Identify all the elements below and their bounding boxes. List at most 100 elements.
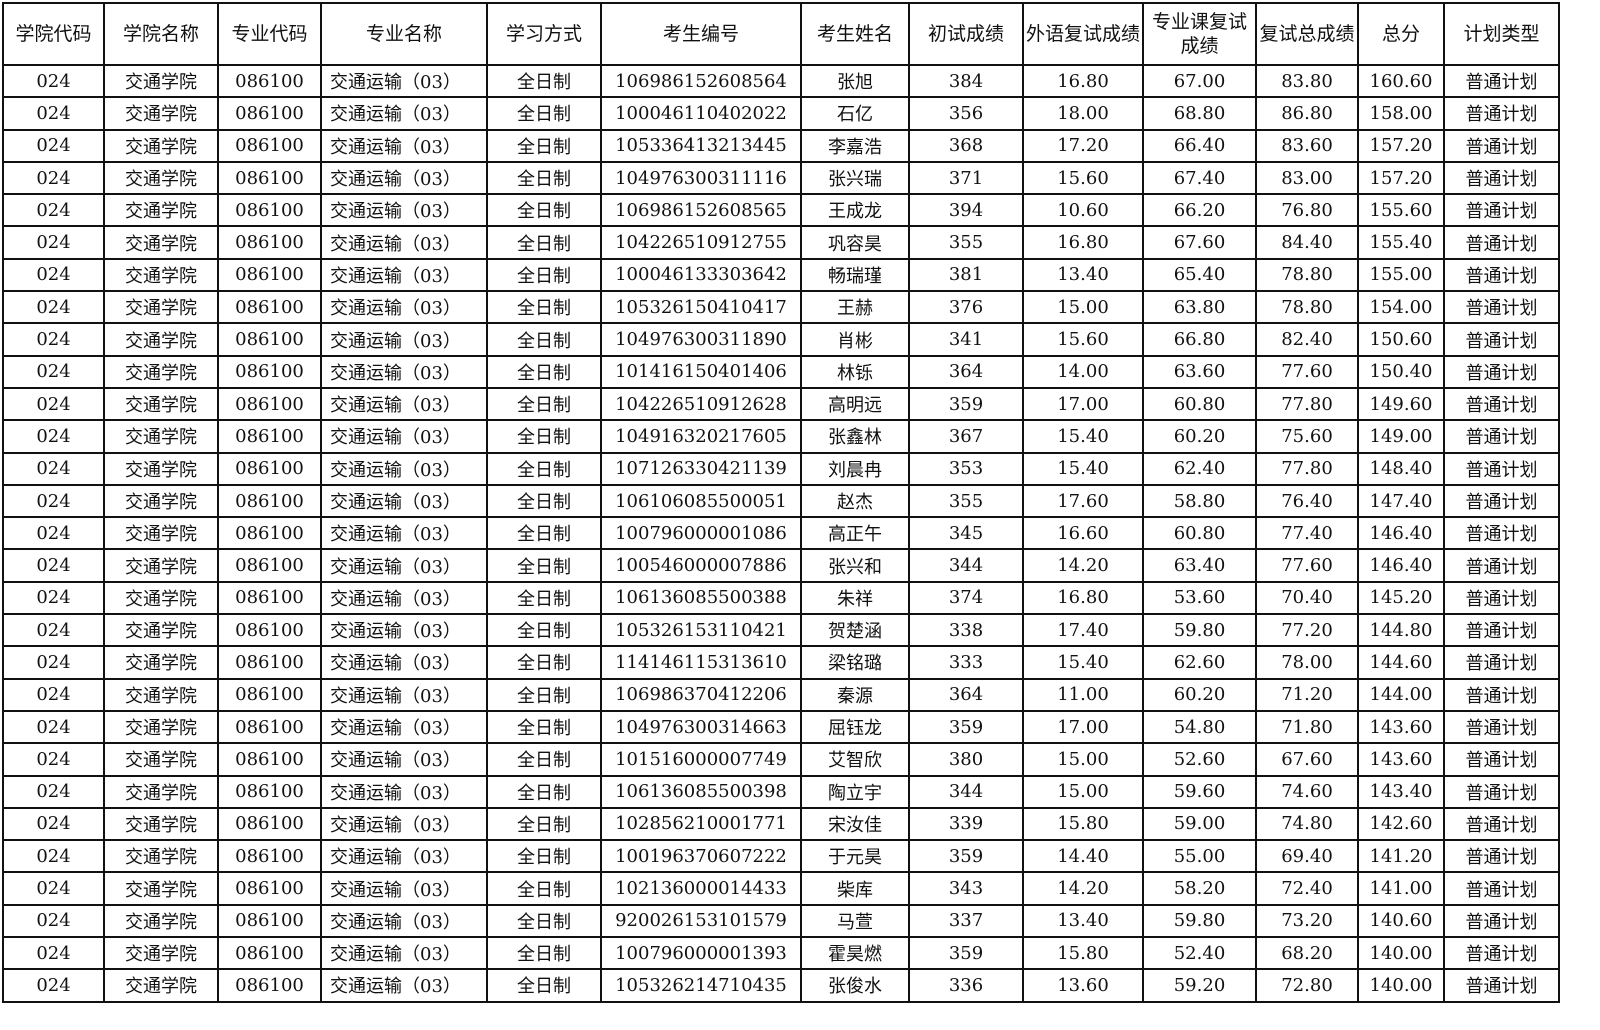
cell-major-retest-score: 62.40 xyxy=(1142,451,1257,486)
cell-study-mode: 全日制 xyxy=(486,871,602,906)
cell-major-name: 交通运输（03） xyxy=(320,613,488,648)
cell-major-name: 交通运输（03） xyxy=(320,96,488,131)
cell-total-score: 142.60 xyxy=(1357,806,1445,842)
cell-foreign-language-retest-score: 15.60 xyxy=(1022,322,1144,357)
cell-major-retest-score: 68.80 xyxy=(1142,96,1257,131)
cell-college-name: 交通学院 xyxy=(103,645,219,680)
cell-major-name: 交通运输（03） xyxy=(320,903,488,939)
cell-major-code: 086100 xyxy=(217,128,322,163)
header-candidate-name: 考生姓名 xyxy=(800,2,910,66)
cell-candidate-name: 张兴瑞 xyxy=(800,160,910,196)
table-row: 024 交通学院 086100 交通运输（03） 全日制 100196370607222 于… xyxy=(2,839,1560,874)
cell-college-code: 024 xyxy=(2,160,105,196)
cell-major-code: 086100 xyxy=(217,742,322,777)
cell-study-mode: 全日制 xyxy=(486,419,602,454)
cell-foreign-language-retest-score: 15.00 xyxy=(1022,774,1144,809)
cell-major-code: 086100 xyxy=(217,96,322,131)
table-row: 024 交通学院 086100 交通运输（03） 全日制 104226510912755 巩… xyxy=(2,225,1560,260)
cell-total-score: 149.60 xyxy=(1357,386,1445,422)
cell-major-code: 086100 xyxy=(217,645,322,680)
cell-college-code: 024 xyxy=(2,742,105,777)
cell-college-name: 交通学院 xyxy=(103,677,219,712)
cell-total-score: 160.60 xyxy=(1357,63,1445,99)
cell-major-code: 086100 xyxy=(217,386,322,422)
cell-plan-type: 普通计划 xyxy=(1443,483,1560,519)
table-row: 024 交通学院 086100 交通运输（03） 全日制 100796000001393 霍… xyxy=(2,936,1560,971)
table-row: 024 交通学院 086100 交通运输（03） 全日制 100546000007886 张… xyxy=(2,548,1560,583)
table-row: 024 交通学院 086100 交通运输（03） 全日制 105326150410417 王… xyxy=(2,290,1560,325)
cell-plan-type: 普通计划 xyxy=(1443,839,1560,874)
cell-plan-type: 普通计划 xyxy=(1443,871,1560,906)
cell-total-score: 148.40 xyxy=(1357,451,1445,486)
cell-major-retest-score: 62.60 xyxy=(1142,645,1257,680)
cell-plan-type: 普通计划 xyxy=(1443,257,1560,293)
cell-major-code: 086100 xyxy=(217,613,322,648)
cell-college-code: 024 xyxy=(2,419,105,454)
cell-total-score: 140.00 xyxy=(1357,936,1445,971)
cell-retest-total-score: 83.80 xyxy=(1255,63,1359,99)
cell-foreign-language-retest-score: 14.00 xyxy=(1022,354,1144,389)
cell-candidate-name: 屈钰龙 xyxy=(800,709,910,745)
cell-major-name: 交通运输（03） xyxy=(320,871,488,906)
cell-plan-type: 普通计划 xyxy=(1443,128,1560,163)
cell-candidate-id: 114146115313610 xyxy=(600,645,802,680)
cell-study-mode: 全日制 xyxy=(486,613,602,648)
cell-college-code: 024 xyxy=(2,580,105,616)
cell-major-retest-score: 63.40 xyxy=(1142,548,1257,583)
cell-candidate-id: 106106085500051 xyxy=(600,483,802,519)
cell-college-name: 交通学院 xyxy=(103,742,219,777)
cell-candidate-id: 104976300311116 xyxy=(600,160,802,196)
cell-candidate-name: 秦源 xyxy=(800,677,910,712)
cell-study-mode: 全日制 xyxy=(486,483,602,519)
cell-total-score: 155.60 xyxy=(1357,193,1445,228)
cell-foreign-language-retest-score: 10.60 xyxy=(1022,193,1144,228)
cell-initial-score: 336 xyxy=(908,968,1024,1003)
table-row: 024 交通学院 086100 交通运输（03） 全日制 104916320217605 张… xyxy=(2,419,1560,454)
cell-college-code: 024 xyxy=(2,548,105,583)
cell-initial-score: 337 xyxy=(908,903,1024,939)
cell-total-score: 144.00 xyxy=(1357,677,1445,712)
cell-major-retest-score: 60.20 xyxy=(1142,419,1257,454)
cell-foreign-language-retest-score: 16.60 xyxy=(1022,516,1144,551)
cell-candidate-id: 107126330421139 xyxy=(600,451,802,486)
table-row: 024 交通学院 086100 交通运输（03） 全日制 106986370412206 秦… xyxy=(2,677,1560,712)
cell-initial-score: 355 xyxy=(908,225,1024,260)
cell-retest-total-score: 77.40 xyxy=(1255,516,1359,551)
cell-candidate-name: 张鑫林 xyxy=(800,419,910,454)
cell-candidate-name: 王赫 xyxy=(800,290,910,325)
cell-foreign-language-retest-score: 15.00 xyxy=(1022,290,1144,325)
cell-initial-score: 381 xyxy=(908,257,1024,293)
cell-initial-score: 374 xyxy=(908,580,1024,616)
cell-major-retest-score: 66.40 xyxy=(1142,128,1257,163)
cell-candidate-name: 巩容昊 xyxy=(800,225,910,260)
cell-retest-total-score: 84.40 xyxy=(1255,225,1359,260)
table-row: 024 交通学院 086100 交通运输（03） 全日制 106136085500398 陶… xyxy=(2,774,1560,809)
cell-retest-total-score: 78.00 xyxy=(1255,645,1359,680)
cell-college-name: 交通学院 xyxy=(103,290,219,325)
cell-study-mode: 全日制 xyxy=(486,742,602,777)
cell-retest-total-score: 71.80 xyxy=(1255,709,1359,745)
cell-major-name: 交通运输（03） xyxy=(320,548,488,583)
cell-retest-total-score: 83.00 xyxy=(1255,160,1359,196)
cell-candidate-name: 畅瑞瑾 xyxy=(800,257,910,293)
cell-candidate-id: 105326153110421 xyxy=(600,613,802,648)
cell-foreign-language-retest-score: 13.40 xyxy=(1022,903,1144,939)
cell-retest-total-score: 68.20 xyxy=(1255,936,1359,971)
header-plan-type: 计划类型 xyxy=(1443,2,1560,66)
cell-college-name: 交通学院 xyxy=(103,613,219,648)
cell-college-name: 交通学院 xyxy=(103,548,219,583)
cell-major-name: 交通运输（03） xyxy=(320,193,488,228)
table-row: 024 交通学院 086100 交通运输（03） 全日制 100796000001086 高… xyxy=(2,516,1560,551)
cell-college-name: 交通学院 xyxy=(103,96,219,131)
cell-candidate-id: 106136085500388 xyxy=(600,580,802,616)
cell-retest-total-score: 78.80 xyxy=(1255,290,1359,325)
cell-initial-score: 359 xyxy=(908,936,1024,971)
cell-plan-type: 普通计划 xyxy=(1443,548,1560,583)
cell-study-mode: 全日制 xyxy=(486,677,602,712)
cell-major-name: 交通运输（03） xyxy=(320,774,488,809)
cell-college-code: 024 xyxy=(2,257,105,293)
cell-candidate-id: 105336413213445 xyxy=(600,128,802,163)
cell-college-name: 交通学院 xyxy=(103,386,219,422)
cell-major-retest-score: 58.20 xyxy=(1142,871,1257,906)
cell-study-mode: 全日制 xyxy=(486,193,602,228)
